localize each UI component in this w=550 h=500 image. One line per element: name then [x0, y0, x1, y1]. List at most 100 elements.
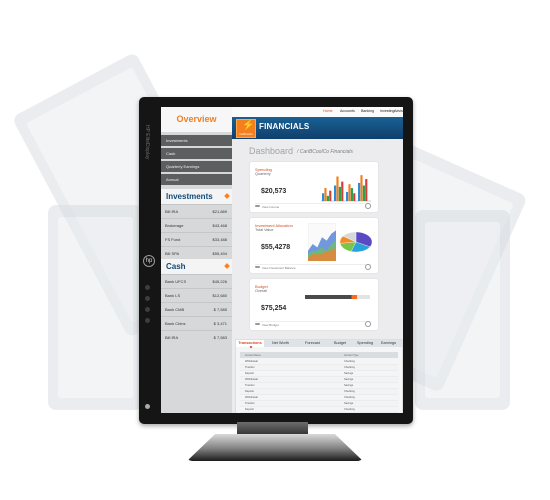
account-label: Bank Chins — [165, 321, 186, 326]
monitor-button[interactable] — [145, 307, 150, 312]
add-icon[interactable] — [365, 264, 371, 270]
tab-spending[interactable]: Spending — [357, 341, 374, 345]
sidebar-item-cash[interactable]: Cash — [161, 148, 232, 159]
investment-pie-chart — [339, 231, 373, 253]
bar-mark — [360, 175, 363, 201]
bar-mark — [334, 185, 337, 201]
transactions-table-header: Account Name Account Type — [240, 352, 398, 358]
cash-heading-label: Cash — [166, 262, 186, 271]
tab-forecast[interactable]: Forecast — [305, 341, 320, 345]
tab-transactions[interactable]: Transactions — [236, 340, 264, 347]
tab-net-worth[interactable]: Net Worth — [272, 341, 290, 345]
add-icon[interactable] — [365, 203, 371, 209]
banner-title: FINANCIALS — [259, 122, 310, 131]
card-footer-label: View Income — [262, 205, 280, 209]
transaction-name: Withdrawal — [245, 378, 258, 381]
dashboard-main: Home Accounts Banking Investing Advisor … — [232, 107, 403, 413]
bar-mark — [322, 193, 325, 201]
card-footer[interactable]: View Income — [255, 203, 371, 209]
tab-earnings[interactable]: Earnings — [381, 341, 396, 345]
transaction-type: Checking — [344, 390, 355, 393]
table-row[interactable]: Deposit Savings — [240, 371, 398, 377]
sidebar-item-annual[interactable]: Annual — [161, 174, 232, 185]
account-row[interactable]: Bill IRA $21,889 — [161, 204, 232, 218]
company-logo: ⚡ CariBCoolCo — [236, 119, 256, 138]
top-navigation: Home Accounts Banking Investing Advisor — [232, 107, 403, 117]
card-footer[interactable]: View Investment Balance — [255, 264, 371, 270]
account-row[interactable]: Bank UFCS $45,226 — [161, 274, 232, 288]
budget-progress-bar — [305, 295, 370, 299]
nav-home-link[interactable]: Home — [323, 109, 333, 113]
table-row[interactable]: Deposit Checking — [240, 389, 398, 395]
transactions-panel: Transactions Net Worth Forecast Budget S… — [235, 339, 403, 413]
account-value: $43,468 — [212, 223, 227, 228]
add-icon[interactable] — [365, 321, 371, 327]
account-row[interactable]: Bank Chins $ 3,471 — [161, 316, 232, 330]
pie-slice — [355, 231, 373, 247]
hp-logo-icon: hp — [143, 255, 155, 267]
nav-investing-link[interactable]: Investing — [380, 109, 395, 113]
account-label: FS Fund — [165, 237, 181, 242]
transaction-type: Savings — [344, 384, 354, 387]
account-label: Bank LS — [165, 293, 181, 298]
monitor-model-label: HP EliteDisplay — [144, 125, 150, 160]
nav-accounts-link[interactable]: Accounts — [340, 109, 355, 113]
transaction-name: Withdrawal — [245, 396, 258, 399]
card-footer-label: View Investment Balance — [262, 266, 296, 270]
investments-heading-label: Investments — [166, 192, 213, 201]
table-row[interactable]: Withdrawal Checking — [240, 359, 398, 365]
bar-mark — [329, 190, 332, 201]
account-label: Bank UFCS — [165, 279, 187, 284]
account-row[interactable]: Bank CMB $ 7,585 — [161, 302, 232, 316]
investment-area-chart — [308, 223, 336, 261]
sidebar-item-quarterly-earnings[interactable]: Quarterly Earnings — [161, 161, 232, 172]
transaction-name: Withdrawal — [245, 360, 258, 363]
table-row[interactable]: Transfer Savings — [240, 383, 398, 389]
table-row[interactable]: Withdrawal Savings — [240, 377, 398, 383]
tab-budget[interactable]: Budget — [334, 341, 347, 345]
spending-bar-chart — [321, 175, 371, 202]
background-display-right — [415, 210, 510, 410]
bar-mark — [362, 185, 365, 201]
transaction-name: Deposit — [245, 408, 254, 411]
table-row[interactable]: Transfer Checking — [240, 365, 398, 371]
dashboard-subtitle: / CariBCoolCo Financials — [297, 149, 353, 155]
transaction-type: Savings — [344, 402, 354, 405]
monitor-frame: HP EliteDisplay hp Overview Investments … — [139, 97, 413, 424]
card-footer[interactable]: View Budget — [255, 321, 371, 327]
bar-mark — [326, 195, 329, 201]
account-row[interactable]: Bank LS $12,680 — [161, 288, 232, 302]
account-row[interactable]: FS Fund $33,488 — [161, 232, 232, 246]
pie-slice — [342, 231, 357, 243]
transaction-name: Transfer — [245, 384, 255, 387]
table-row[interactable]: Deposit Checking — [240, 407, 398, 413]
transaction-name: Deposit — [245, 390, 254, 393]
account-row[interactable]: Bill SPA $55,494 — [161, 246, 232, 260]
cash-heading[interactable]: Cash — [161, 259, 232, 274]
power-button[interactable] — [145, 404, 150, 409]
monitor-stand-base — [187, 434, 363, 461]
monitor-button[interactable] — [145, 285, 150, 290]
account-value: $ 7,583 — [213, 335, 227, 340]
transaction-name: Transfer — [245, 366, 255, 369]
section-arrow-icon — [224, 263, 230, 269]
transaction-type: Checking — [344, 408, 355, 411]
budget-accent — [351, 295, 357, 299]
table-row[interactable]: Withdrawal Checking — [240, 395, 398, 401]
account-row[interactable]: Brokerage $43,468 — [161, 218, 232, 232]
investments-heading[interactable]: Investments — [161, 189, 232, 204]
company-logo-text: CariBCoolCo — [239, 134, 253, 136]
financials-banner: ⚡ CariBCoolCo FINANCIALS — [232, 117, 403, 139]
transaction-type: Checking — [344, 396, 355, 399]
nav-banking-link[interactable]: Banking — [361, 109, 374, 113]
account-label: Bank CMB — [165, 307, 185, 312]
table-row[interactable]: Transfer Savings — [240, 401, 398, 407]
background-display-screen — [425, 222, 500, 398]
column-account-type: Account Type — [344, 354, 359, 357]
nav-advisor-link[interactable]: Advisor — [394, 109, 403, 113]
monitor-button[interactable] — [145, 296, 150, 301]
account-value: $45,226 — [212, 279, 227, 284]
sidebar-item-investments[interactable]: Investments — [161, 135, 232, 146]
account-row[interactable]: Bill IRA $ 7,583 — [161, 330, 232, 344]
monitor-button[interactable] — [145, 318, 150, 323]
